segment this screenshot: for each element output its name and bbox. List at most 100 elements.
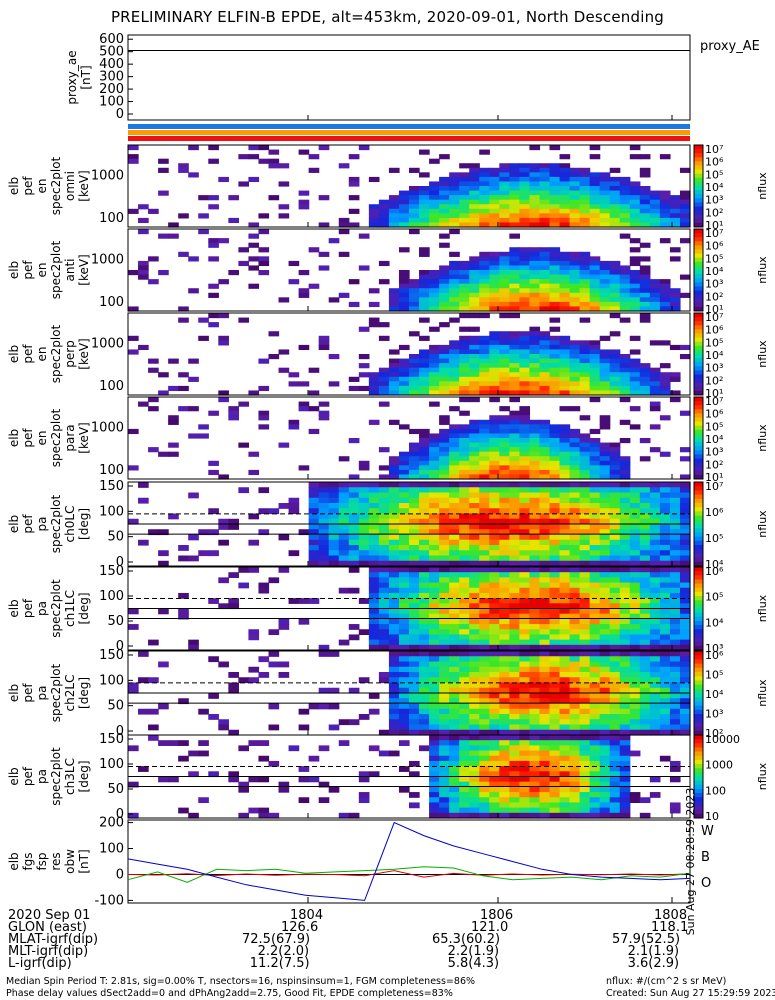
spectrogram-pixel	[398, 534, 410, 541]
spectrogram-pixel	[609, 283, 621, 289]
spectrogram-pixel	[459, 297, 470, 303]
spectrogram-pixel	[459, 534, 470, 541]
spectrogram-pixel	[439, 497, 450, 504]
spectrogram-pixel	[398, 572, 410, 578]
spectrogram-pixel	[429, 598, 440, 604]
spectrogram-pixel	[549, 714, 561, 720]
spectrogram-pixel	[609, 608, 621, 615]
spectrogram-pixel	[609, 745, 621, 752]
spectrogram-pixel	[459, 760, 470, 767]
spectrogram-pixel	[679, 729, 691, 736]
colorbar-cell	[694, 145, 703, 150]
spectrogram-pixel	[599, 592, 611, 599]
spectrogram-pixel	[388, 363, 400, 369]
mag-ylabel: fsp	[35, 852, 49, 870]
spectrogram-pixel	[649, 513, 661, 520]
spectrogram-pixel	[559, 213, 571, 219]
spectrogram-pixel	[429, 474, 440, 480]
spectrogram-pixel	[559, 786, 571, 793]
spectrogram-pixel	[338, 163, 350, 169]
spectrogram-pixel	[519, 424, 531, 430]
spectrogram-pixel	[539, 199, 551, 205]
spectrogram-pixel	[519, 181, 531, 187]
spectrogram-pixel	[629, 582, 641, 589]
spectrogram-pixel	[489, 433, 500, 439]
spectrogram-pixel	[529, 424, 541, 430]
spectrogram-pixel	[489, 677, 500, 684]
proxy-ae-frame	[127, 34, 691, 121]
spectrogram-pixel	[509, 181, 520, 187]
spectrogram-pixel	[388, 539, 400, 546]
spectrogram-pixel	[419, 213, 430, 219]
spectrogram-pixel	[519, 213, 531, 219]
spectrogram-pixel	[629, 195, 641, 201]
spectrogram-pixel	[579, 812, 591, 819]
spectrogram-pixel	[449, 719, 460, 726]
spectrogram-pixel	[569, 807, 581, 814]
spectrogram-pixel	[439, 442, 450, 448]
spectrogram-pixel	[569, 438, 581, 444]
spectrogram-pixel	[358, 492, 370, 499]
spectrogram-pixel	[619, 682, 631, 689]
spectrogram-pixel	[569, 301, 581, 308]
spectrogram-pixel	[519, 802, 531, 809]
spectrogram-pixel	[579, 677, 591, 684]
spectrogram-pixel	[559, 802, 571, 809]
spectrogram-pixel	[669, 613, 681, 620]
spectrogram-pixel	[388, 497, 400, 504]
colorbar-frame	[693, 144, 704, 228]
colorbar-tick-label: 10⁴	[705, 265, 724, 278]
spectrogram-pixel	[649, 714, 661, 720]
spectrogram-pixel	[599, 297, 611, 303]
spectrogram-pixel	[388, 750, 400, 757]
spectrogram-pixel	[519, 592, 531, 599]
spec-ytick-label: 100	[99, 211, 124, 226]
spectrogram-pixel	[549, 771, 561, 778]
spectrogram-pixel	[308, 482, 320, 488]
spectrogram-pixel	[378, 518, 390, 525]
spectrogram-pixel	[519, 618, 531, 625]
spectrogram-pixel	[378, 487, 390, 494]
spectrogram-pixel	[509, 474, 520, 480]
spectrogram-pixel	[499, 451, 510, 457]
spectrogram-pixel	[679, 292, 691, 298]
spectrogram-pixel	[489, 172, 500, 178]
spectrogram-pixel	[669, 503, 681, 509]
spectrogram-pixel	[679, 629, 691, 636]
spectrogram-pixel	[409, 469, 420, 476]
spectrogram-pixel	[449, 260, 460, 267]
spectrogram-pixel	[338, 529, 350, 536]
spectrogram-pixel	[529, 539, 541, 546]
spectrogram-pixel	[629, 539, 641, 546]
spectrogram-pixel	[649, 629, 661, 636]
spectrogram-pixel	[439, 482, 450, 488]
spectrogram-pixel	[348, 550, 360, 557]
spectrogram-pixel	[619, 376, 631, 382]
spectrogram-pixel	[459, 465, 470, 471]
spectrogram-pixel	[679, 708, 691, 715]
spectrogram-pixel	[619, 539, 631, 546]
spectrogram-pixel	[338, 518, 350, 525]
spectrogram-pixel	[499, 608, 510, 615]
spectrogram-pixel	[459, 163, 470, 169]
spectrogram-pixel	[398, 518, 410, 525]
spectrogram-pixel	[629, 208, 641, 214]
spectrogram-pixel	[459, 172, 470, 178]
spectrogram-pixel	[409, 608, 420, 615]
spectrogram-pixel	[509, 760, 520, 767]
spectrogram-pixel	[409, 213, 420, 219]
spectrogram-pixel	[619, 503, 631, 509]
spectrogram-pixel	[368, 567, 380, 573]
spectrogram-pixel	[388, 672, 400, 678]
spectrogram-pixel	[459, 176, 470, 183]
spectrogram-pixel	[669, 376, 681, 382]
spectrogram-pixel	[669, 247, 681, 253]
spectrogram-pixel	[298, 465, 310, 471]
spectrogram-pixel	[539, 608, 551, 615]
spectrogram-pixel	[519, 771, 531, 778]
spectrogram-pixel	[659, 644, 671, 651]
spectrogram-pixel	[128, 781, 139, 788]
spectrogram-pixel	[208, 656, 219, 663]
spectrogram-pixel	[659, 755, 671, 762]
spectrogram-pixel	[629, 550, 641, 557]
